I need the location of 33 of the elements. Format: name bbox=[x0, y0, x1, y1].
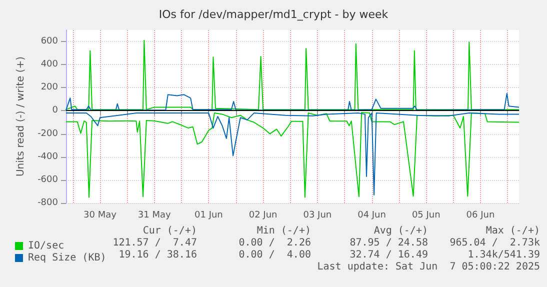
legend-label: IO/sec bbox=[28, 240, 64, 252]
y-tick-label: 400 bbox=[40, 60, 58, 70]
y-axis-title: Units read (-) / write (+) bbox=[16, 56, 26, 177]
y-tick-label: 200 bbox=[40, 82, 58, 93]
x-tick-label: 31 May bbox=[138, 210, 172, 220]
text: 1.34k/541.39 bbox=[468, 250, 540, 260]
text: 87.95 / 24.58 bbox=[350, 238, 428, 248]
chart-title: IOs for /dev/mapper/md1_crypt - by week bbox=[158, 8, 389, 21]
y-tick-label: -600 bbox=[38, 174, 58, 185]
text: 0.00 / 2.26 bbox=[238, 238, 311, 248]
text: 32.74 / 16.49 bbox=[350, 250, 428, 260]
x-tick-label: 01 Jun bbox=[194, 210, 223, 220]
text: Min (-/+) bbox=[256, 226, 311, 236]
text: 965.04 / 2.73k bbox=[450, 238, 540, 248]
x-tick-label: 06 Jun bbox=[466, 210, 495, 220]
text: Max (-/+) bbox=[486, 226, 540, 236]
x-tick-label: 05 Jun bbox=[412, 210, 440, 220]
y-tick-label: -400 bbox=[38, 152, 58, 162]
text: Cur (-/+) bbox=[142, 226, 197, 236]
text: 19.16 / 38.16 bbox=[118, 250, 197, 260]
y-tick-label: 600 bbox=[40, 36, 58, 47]
y-tick-label: 0 bbox=[52, 106, 58, 116]
text: 121.57 / 7.47 bbox=[112, 238, 197, 248]
y-tick-label: -800 bbox=[38, 198, 58, 208]
text: Avg (-/+) bbox=[374, 226, 428, 236]
text: Last update: Sat Jun 7 05:00:22 2025 bbox=[317, 262, 540, 272]
x-tick-label: 03 Jun bbox=[303, 210, 332, 220]
x-tick-label: 30 May bbox=[84, 210, 118, 220]
legend-label: Req Size (KB) bbox=[28, 252, 106, 264]
x-tick-label: 02 Jun bbox=[248, 210, 278, 220]
y-tick-label: -200 bbox=[38, 128, 58, 139]
text: 0.00 / 4.00 bbox=[238, 250, 311, 260]
x-tick-label: 04 Jun bbox=[358, 210, 386, 220]
